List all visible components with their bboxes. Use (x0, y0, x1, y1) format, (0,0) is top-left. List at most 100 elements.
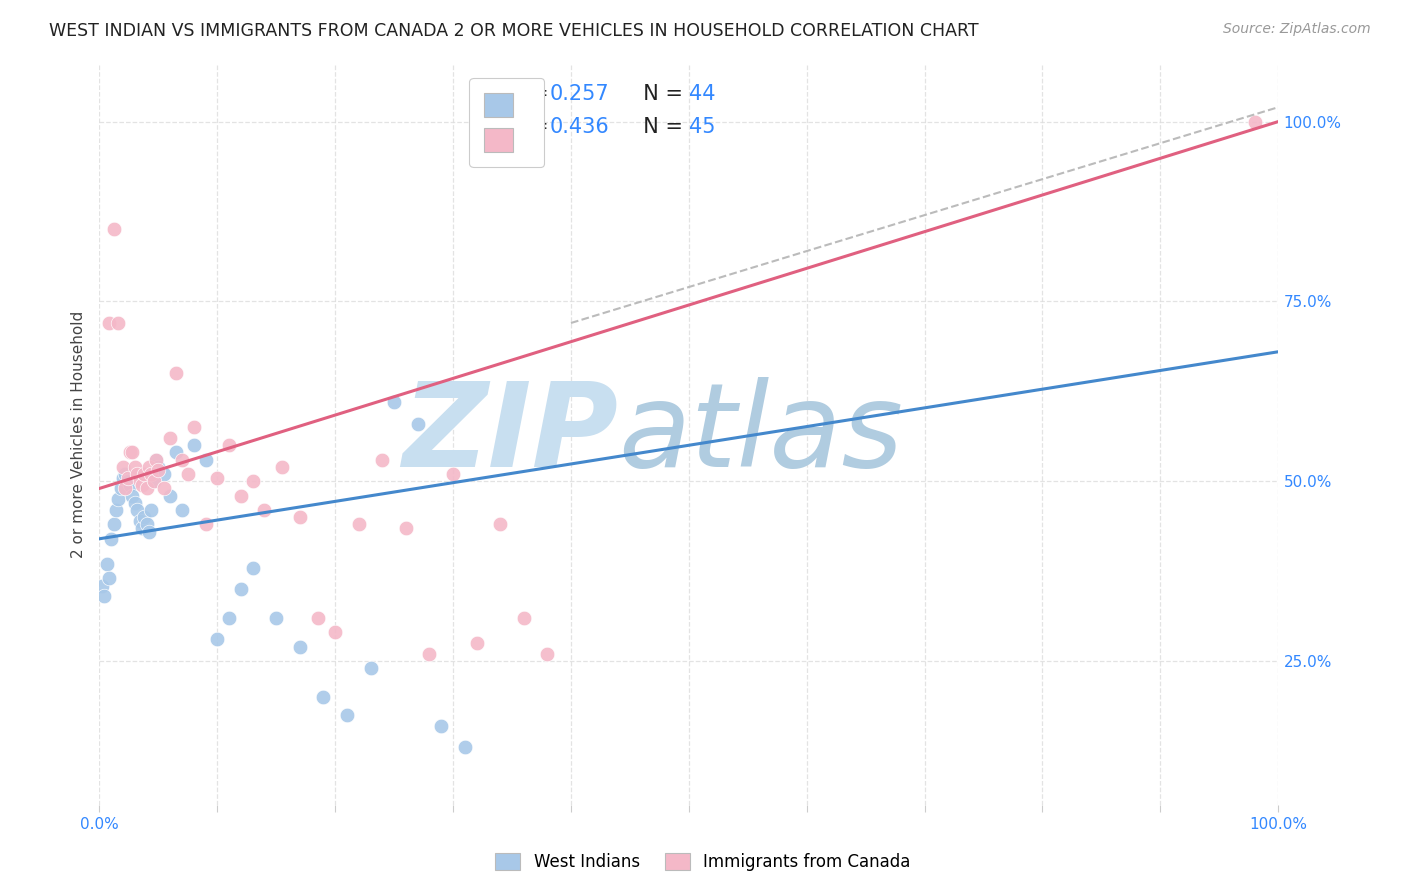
Point (121, 489, 143, 503)
Point (111, 459, 134, 474)
Point (347, 517, 370, 532)
Point (441, 467, 464, 481)
Text: 45: 45 (689, 117, 716, 137)
Point (229, 582, 252, 596)
Point (103, 222, 125, 236)
Point (145, 452, 167, 467)
Point (242, 474, 264, 488)
Point (107, 492, 129, 507)
Point (148, 463, 170, 477)
Point (170, 503, 193, 517)
Point (135, 517, 157, 532)
Text: Source: ZipAtlas.com: Source: ZipAtlas.com (1223, 22, 1371, 37)
Point (253, 503, 276, 517)
Point (465, 636, 488, 650)
Point (242, 560, 264, 574)
Point (107, 316, 129, 330)
Point (96, 557, 118, 571)
Text: R =: R = (509, 117, 555, 137)
Point (127, 467, 149, 481)
Point (134, 510, 156, 524)
Point (312, 690, 335, 704)
Point (418, 647, 440, 661)
Point (90, 578, 112, 592)
Point (513, 611, 536, 625)
Point (264, 611, 287, 625)
Point (194, 452, 217, 467)
Text: 0.257: 0.257 (550, 84, 609, 103)
Point (536, 647, 558, 661)
Point (100, 532, 122, 546)
Point (194, 517, 217, 532)
Point (229, 489, 252, 503)
Point (120, 478, 142, 492)
Point (124, 459, 146, 474)
Point (111, 470, 134, 484)
Point (288, 640, 311, 654)
Legend: , : , (470, 78, 544, 167)
Point (218, 611, 240, 625)
Text: 0.436: 0.436 (550, 117, 609, 137)
Point (207, 470, 229, 484)
Text: WEST INDIAN VS IMMIGRANTS FROM CANADA 2 OR MORE VEHICLES IN HOUSEHOLD CORRELATIO: WEST INDIAN VS IMMIGRANTS FROM CANADA 2 … (49, 22, 979, 40)
Point (121, 445, 143, 459)
Point (138, 459, 160, 474)
Point (110, 482, 132, 496)
Y-axis label: 2 or more Vehicles in Household: 2 or more Vehicles in Household (72, 310, 86, 558)
Point (141, 467, 163, 481)
Point (218, 438, 240, 452)
Point (271, 459, 294, 474)
Point (165, 367, 187, 381)
Point (165, 445, 187, 459)
Point (124, 496, 146, 510)
Text: N =: N = (630, 117, 689, 137)
Point (97, 571, 120, 585)
Point (117, 474, 139, 488)
Text: N =: N = (630, 84, 689, 103)
Point (1243, 114, 1265, 128)
Point (127, 503, 149, 517)
Point (114, 482, 136, 496)
Point (395, 521, 418, 535)
Point (371, 452, 394, 467)
Point (114, 467, 136, 481)
Point (134, 467, 156, 481)
Point (207, 632, 229, 647)
Point (97, 316, 120, 330)
Point (148, 459, 170, 474)
Point (430, 719, 453, 733)
Point (159, 431, 181, 445)
Point (170, 452, 193, 467)
Point (145, 452, 167, 467)
Point (131, 521, 153, 535)
Point (360, 661, 382, 675)
Point (142, 474, 165, 488)
Point (183, 420, 205, 434)
Point (288, 510, 311, 524)
Point (307, 611, 329, 625)
Legend: West Indians, Immigrants from Canada: West Indians, Immigrants from Canada (486, 845, 920, 880)
Point (406, 417, 429, 431)
Point (142, 474, 165, 488)
Point (153, 482, 176, 496)
Point (382, 395, 405, 409)
Point (177, 467, 200, 481)
Point (103, 517, 125, 532)
Point (183, 438, 205, 452)
Point (135, 482, 157, 496)
Point (117, 470, 139, 484)
Point (128, 514, 150, 528)
Point (323, 625, 346, 640)
Text: atlas: atlas (619, 377, 903, 491)
Text: ZIP: ZIP (402, 377, 619, 492)
Point (138, 524, 160, 539)
Point (336, 708, 359, 723)
Point (159, 489, 181, 503)
Point (93, 590, 115, 604)
Point (131, 478, 153, 492)
Point (128, 474, 150, 488)
Point (141, 503, 163, 517)
Point (120, 445, 142, 459)
Text: R =: R = (509, 84, 555, 103)
Point (153, 467, 176, 481)
